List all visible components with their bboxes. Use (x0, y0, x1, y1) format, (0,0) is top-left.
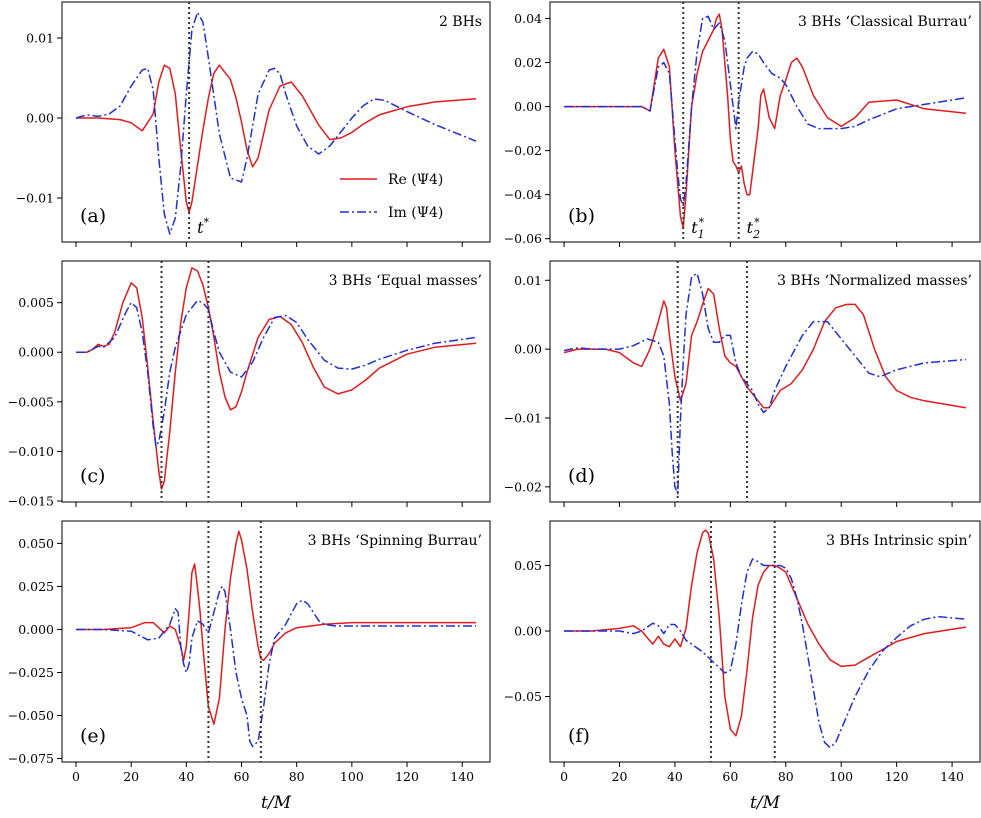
panel-f: 0 20 40 60 80 100 120 140 −0.05 0.00 0.05 3 BHs Int… (504, 520, 981, 784)
x-tick-label: 140 (450, 769, 474, 784)
y-tick-label: 0.000 (18, 345, 54, 360)
y-tick-label: −0.04 (504, 187, 542, 202)
y-tick-label: 0.01 (26, 31, 54, 46)
series-re-psi4 (564, 13, 966, 229)
y-tick-label: −0.02 (504, 143, 542, 158)
series-re-psi4 (76, 267, 477, 490)
panel-title: 3 BHs ‘Equal masses’ (329, 273, 482, 289)
x-tick-label: 20 (123, 769, 139, 784)
legend: Re (Ψ4) Im (Ψ4) (340, 172, 443, 221)
panel-label: (d) (568, 465, 595, 487)
axes-frame (549, 260, 981, 503)
x-tick-label: 100 (340, 769, 364, 784)
time-marker-label: t* (197, 216, 209, 237)
time-marker-label: t1* (691, 216, 704, 241)
y-tick-label: −0.005 (8, 394, 54, 409)
x-tick-label: 60 (722, 769, 738, 784)
series-im-psi4 (75, 11, 477, 235)
axes-frame (61, 260, 491, 503)
x-axis-label-right: t/M (750, 793, 781, 813)
time-marker-label: t2* (747, 216, 760, 241)
panel-a: −0.01 0.00 0.01 t* 2 BHs (a) Re (Ψ4) Im (Ψ4) (16, 1, 491, 247)
y-tick-label: −0.025 (8, 665, 54, 680)
x-tick-label: 140 (940, 769, 964, 784)
x-tick-label: 0 (72, 769, 80, 784)
y-tick-label: 0.025 (18, 579, 54, 594)
panel-title: 3 BHs ‘Classical Burrau’ (798, 14, 972, 30)
axes-frame (549, 520, 981, 763)
y-tick-label: −0.01 (16, 191, 54, 206)
legend-label-im: Im (Ψ4) (388, 205, 443, 221)
panel-c: −0.015 −0.010 −0.005 0.000 0.005 3 BHs ‘Equal… (8, 260, 491, 509)
y-tick-label: 0.00 (514, 624, 542, 639)
y-tick-label: −0.01 (504, 410, 542, 425)
series-im-psi4 (564, 15, 967, 207)
y-tick-label: 0.05 (514, 558, 542, 573)
y-tick-label: −0.015 (8, 494, 54, 509)
y-tick-label: 0.04 (514, 11, 542, 26)
y-tick-label: 0.00 (514, 99, 542, 114)
axes-frame (61, 520, 491, 763)
panel-title: 3 BHs ‘Normalized masses’ (777, 273, 972, 289)
x-tick-label: 120 (885, 769, 909, 784)
panel-title: 3 BHs Intrinsic spin’ (826, 533, 972, 549)
series-re-psi4 (564, 529, 967, 737)
y-tick-label: −0.075 (8, 751, 54, 766)
panel-title: 3 BHs ‘Spinning Burrau’ (308, 533, 482, 549)
y-tick-label: −0.05 (504, 689, 542, 704)
panel-e: 0 20 40 60 80 100 120 140 −0.075 −0.050 −0.025 0.00… (8, 520, 491, 784)
y-tick-label: −0.06 (504, 231, 542, 246)
series-re-psi4 (76, 530, 476, 725)
legend-label-re: Re (Ψ4) (388, 172, 443, 188)
x-axis-label-left: t/M (261, 793, 292, 813)
panel-b: −0.06 −0.04 −0.02 0.00 0.02 0.04 t1* t2* 3 BHs ‘… (504, 1, 981, 247)
panel-label: (a) (80, 205, 106, 227)
x-tick-label: 40 (667, 769, 683, 784)
panel-label: (e) (80, 725, 106, 747)
y-tick-label: −0.02 (504, 479, 542, 494)
panel-d: −0.02 −0.01 0.00 0.01 3 BHs ‘Normalized mass… (504, 260, 981, 507)
x-tick-label: 100 (829, 769, 853, 784)
y-tick-label: 0.005 (18, 295, 54, 310)
x-tick-label: 120 (395, 769, 419, 784)
series-re-psi4 (76, 64, 477, 214)
series-im-psi4 (563, 272, 966, 495)
series-im-psi4 (76, 299, 477, 448)
y-tick-label: 0.050 (18, 536, 54, 551)
y-tick-label: 0.02 (514, 55, 542, 70)
panel-label: (f) (568, 725, 590, 747)
series-im-psi4 (564, 558, 966, 749)
x-tick-label: 80 (289, 769, 305, 784)
x-tick-label: 20 (612, 769, 628, 784)
y-tick-label: 0.01 (514, 273, 542, 288)
series-im-psi4 (76, 585, 476, 748)
series-re-psi4 (563, 287, 967, 409)
y-tick-label: −0.010 (8, 444, 54, 459)
axes-frame (549, 1, 981, 243)
x-tick-label: 0 (560, 769, 568, 784)
panel-title: 2 BHs (439, 14, 482, 30)
x-tick-label: 60 (234, 769, 250, 784)
y-tick-label: −0.050 (8, 708, 54, 723)
axes-frame (61, 1, 491, 243)
panel-label: (b) (568, 205, 595, 227)
panel-label: (c) (80, 465, 105, 487)
x-tick-label: 40 (178, 769, 194, 784)
x-tick-label: 80 (778, 769, 794, 784)
y-tick-label: 0.000 (18, 622, 54, 637)
y-tick-label: 0.00 (26, 111, 54, 126)
y-tick-label: 0.00 (514, 342, 542, 357)
